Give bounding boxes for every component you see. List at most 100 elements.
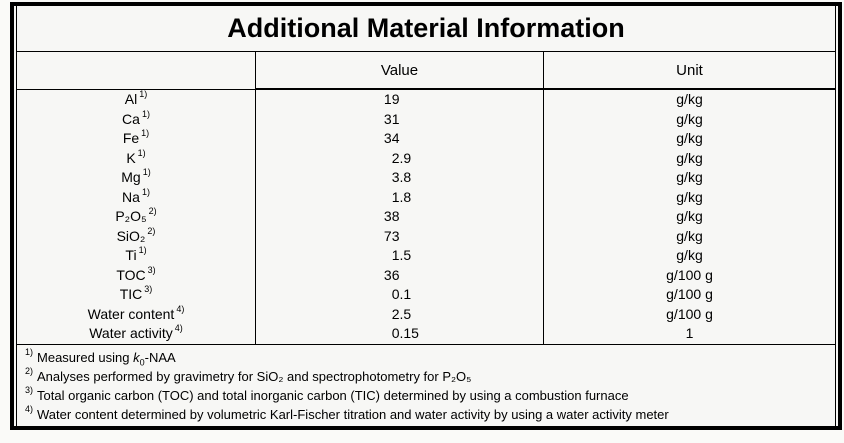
value-fraction <box>400 110 544 130</box>
parameter-cell: Na 1) <box>17 186 256 207</box>
footnote-ref: 1) <box>141 186 150 197</box>
value-fraction: .1 <box>399 286 412 302</box>
parameter-name: Water content <box>87 305 175 322</box>
footnote-text: -NAA <box>144 349 176 365</box>
table: Additional Material Information Value Un… <box>16 6 836 426</box>
parameter-cell: TIC 3) <box>17 285 256 305</box>
unit-cell: g/kg <box>676 130 703 146</box>
parameter-cell: K 1) <box>17 147 256 168</box>
table-body: Al 1) 19 g/kg Ca 1) 31 g/kg Fe 1) 34 g/kg K… <box>17 90 835 344</box>
value-integer: 2 <box>391 305 400 322</box>
footnote: 1) Measured using k0-NAA <box>25 348 827 367</box>
value-cell: 1.8 <box>256 187 544 207</box>
value-fraction: .8 <box>399 169 412 185</box>
table-row: Fe 1) 34 g/kg <box>17 129 835 149</box>
parameter-cell: Ca 1) <box>17 108 256 129</box>
table-row: Mg 1) 3.8 g/kg <box>17 168 835 188</box>
parameter-cell: Al 1) <box>17 90 256 110</box>
value-cell: 34 <box>256 129 544 149</box>
parameter-name: Al <box>124 91 138 107</box>
parameter-name: P₂O₅ <box>115 208 147 224</box>
footnote-text: Water content determined by volumetric K… <box>37 406 669 422</box>
parameter-cell: Water content 4) <box>17 303 256 324</box>
table-row: Ti 1) 1.5 g/kg <box>17 246 835 266</box>
footnote-ref: 1) <box>137 147 146 158</box>
value-integer: 1 <box>391 247 400 263</box>
parameter-name: SiO₂ <box>116 227 146 244</box>
value-fraction <box>400 266 544 286</box>
footnote: 2) Analyses performed by gravimetry for S… <box>25 367 827 386</box>
value-cell: 36 <box>256 265 544 286</box>
value-cell: 31 <box>256 109 544 130</box>
footnote-text: Total organic carbon (TOC) and total ino… <box>37 387 629 403</box>
unit-cell: g/kg <box>676 208 703 224</box>
footnote-text: Analyses performed by gravimetry for SiO… <box>37 368 472 384</box>
unit-cell: g/kg <box>676 169 703 185</box>
parameter-name: K <box>126 149 136 166</box>
table-row: TOC 3) 36 g/100 g <box>17 264 835 286</box>
value-fraction: .5 <box>399 247 412 263</box>
parameter-cell: P₂O₅ 2) <box>17 207 256 227</box>
footnote-marker: 1) <box>25 347 34 358</box>
footnote: 4) Water content determined by volumetric… <box>25 405 827 424</box>
value-fraction <box>400 90 544 110</box>
value-cell: 19 <box>256 90 544 110</box>
column-header-empty <box>17 52 256 90</box>
parameter-name: TOC <box>116 266 146 283</box>
table-row: Al 1) 19 g/kg <box>17 90 835 110</box>
column-header-value: Value <box>256 52 544 90</box>
footnote-italic-symbol: k <box>133 349 140 365</box>
unit-cell: g/kg <box>676 110 703 127</box>
table-row: Water content 4) 2.5 g/100 g <box>17 303 835 324</box>
value-integer: 3 <box>391 169 400 185</box>
value-cell: 2.5 <box>256 304 544 324</box>
value-fraction: .5 <box>399 305 412 322</box>
value-integer: 2 <box>391 149 400 166</box>
parameter-name: Ti <box>125 247 137 263</box>
value-integer: 0 <box>391 286 400 302</box>
footnote-text: Measured using <box>37 349 134 365</box>
footnote-ref: 1) <box>142 167 151 178</box>
table-row: P₂O₅ 2) 38 g/kg <box>17 207 835 227</box>
parameter-cell: Fe 1) <box>17 129 256 149</box>
footnote-ref: 3) <box>144 284 153 295</box>
table-row: Ca 1) 31 g/kg <box>17 108 835 130</box>
value-integer: 1 <box>391 188 400 205</box>
table-row: TIC 3) 0.1 g/100 g <box>17 285 835 305</box>
footnote-ref: 4) <box>176 303 185 314</box>
value-integer: 38 <box>383 208 400 224</box>
parameter-name: Ca <box>122 110 140 127</box>
value-fraction <box>400 129 544 149</box>
footnote-subscript: 0 <box>139 357 145 368</box>
value-cell: 38 <box>256 207 544 227</box>
footnote-marker: 3) <box>25 385 34 396</box>
value-fraction <box>400 227 544 247</box>
table-row: Water activity 4) 0.15 1 <box>17 324 835 344</box>
table-row: SiO₂ 2) 73 g/kg <box>17 225 835 247</box>
table-row: Na 1) 1.8 g/kg <box>17 186 835 207</box>
footnote-ref: 3) <box>147 264 156 275</box>
footnote-marker: 2) <box>25 366 34 377</box>
footnote-ref: 1) <box>138 245 147 256</box>
column-header-unit: Unit <box>544 52 835 90</box>
parameter-cell: Ti 1) <box>17 246 256 266</box>
unit-cell: g/100 g <box>666 266 713 283</box>
footnote: 3) Total organic carbon (TOC) and total i… <box>25 386 827 405</box>
unit-cell: g/100 g <box>666 305 713 322</box>
unit-cell: 1 <box>685 325 694 341</box>
table-title: Additional Material Information <box>17 6 835 52</box>
parameter-cell: Mg 1) <box>17 168 256 188</box>
footnote-ref: 1) <box>141 128 150 139</box>
value-integer: 73 <box>383 227 400 244</box>
value-cell: 2.9 <box>256 148 544 168</box>
footnote-ref: 2) <box>147 225 156 236</box>
unit-cell: g/kg <box>676 247 703 263</box>
parameter-cell: TOC 3) <box>17 264 256 285</box>
parameter-cell: SiO₂ 2) <box>17 225 256 246</box>
parameter-name: Fe <box>122 130 140 146</box>
value-cell: 1.5 <box>256 246 544 266</box>
footnote-ref: 1) <box>141 108 150 119</box>
table-row: K 1) 2.9 g/kg <box>17 147 835 168</box>
value-integer: 0 <box>391 325 400 341</box>
value-cell: 3.8 <box>256 168 544 188</box>
